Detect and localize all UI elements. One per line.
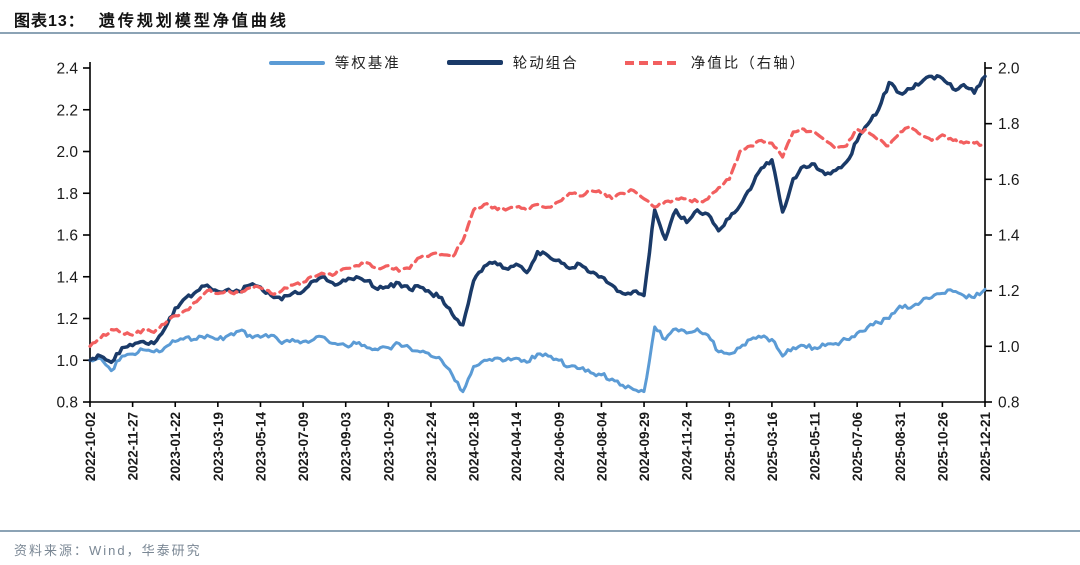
x-tick-label: 2022-11-27 <box>126 412 141 480</box>
y-left-tick-label: 0.8 <box>56 395 78 412</box>
y-left-tick-label: 1.4 <box>56 269 78 286</box>
chart-legend: 等权基准 轮动组合 净值比（右轴） <box>90 52 985 73</box>
title-divider <box>0 32 1080 34</box>
y-left-tick-label: 1.8 <box>56 186 78 203</box>
figure-number: 图表13： <box>14 13 85 30</box>
y-right-tick-label: 1.2 <box>998 283 1020 300</box>
legend-label: 轮动组合 <box>512 56 579 72</box>
legend-label: 净值比（右轴） <box>690 56 807 72</box>
y-right-tick-label: 0.8 <box>998 395 1020 412</box>
benchmark-line-swatch <box>268 60 325 65</box>
x-tick-label: 2023-05-14 <box>253 412 268 482</box>
legend-label: 等权基准 <box>334 56 401 72</box>
x-tick-label: 2024-08-04 <box>594 412 609 482</box>
y-left-tick-label: 1.6 <box>56 228 78 245</box>
x-tick-label: 2024-06-09 <box>552 412 567 481</box>
source-note: 资料来源：Wind，华泰研究 <box>14 543 202 558</box>
portfolio-line-swatch <box>446 60 503 65</box>
x-tick-label: 2024-09-29 <box>637 412 652 481</box>
x-tick-label: 2025-07-06 <box>850 412 865 482</box>
source-divider <box>0 530 1080 532</box>
x-tick-label: 2024-04-14 <box>509 412 524 482</box>
y-right-tick-label: 1.8 <box>998 116 1020 133</box>
y-left-tick-label: 1.2 <box>56 311 78 328</box>
x-tick-label: 2024-02-18 <box>467 412 482 482</box>
y-right-tick-label: 2.0 <box>998 61 1020 78</box>
x-tick-label: 2023-10-29 <box>381 412 396 481</box>
ratio-dashed-line-swatch <box>624 60 681 65</box>
y-left-tick-label: 2.0 <box>56 144 78 161</box>
y-right-tick-label: 1.6 <box>998 172 1020 189</box>
x-tick-label: 2023-12-24 <box>424 412 439 482</box>
legend-item-equal-weight-benchmark: 等权基准 <box>268 52 401 73</box>
legend-item-rotation-portfolio: 轮动组合 <box>446 52 579 73</box>
x-tick-label: 2023-07-09 <box>296 412 311 481</box>
x-tick-label: 2024-11-24 <box>680 412 695 481</box>
figure-header: 图表13： 遗传规划模型净值曲线 <box>14 7 289 31</box>
y-left-tick-label: 1.0 <box>56 353 78 370</box>
x-tick-label: 2025-05-11 <box>808 412 823 481</box>
series-line-rotation-portfolio <box>88 74 987 365</box>
series-line-nav-ratio <box>88 124 987 348</box>
y-left-tick-label: 2.4 <box>56 61 78 78</box>
x-tick-label: 2022-10-02 <box>83 412 98 481</box>
y-right-tick-label: 1.4 <box>998 228 1020 245</box>
x-tick-label: 2025-01-19 <box>722 412 737 481</box>
x-tick-label: 2025-12-21 <box>978 412 993 482</box>
x-tick-label: 2023-01-22 <box>168 412 183 481</box>
y-left-tick-label: 2.2 <box>56 102 78 119</box>
series-line-equal-weight-benchmark <box>88 287 987 394</box>
y-right-tick-label: 1.0 <box>998 339 1020 356</box>
x-tick-label: 2025-03-16 <box>765 412 780 482</box>
figure-title: 遗传规划模型净值曲线 <box>98 13 289 30</box>
x-tick-label: 2023-09-03 <box>339 412 354 482</box>
legend-item-nav-ratio: 净值比（右轴） <box>624 52 807 73</box>
x-tick-label: 2023-03-19 <box>211 412 226 481</box>
x-tick-label: 2025-10-26 <box>935 412 950 482</box>
x-tick-label: 2025-08-31 <box>893 412 908 482</box>
